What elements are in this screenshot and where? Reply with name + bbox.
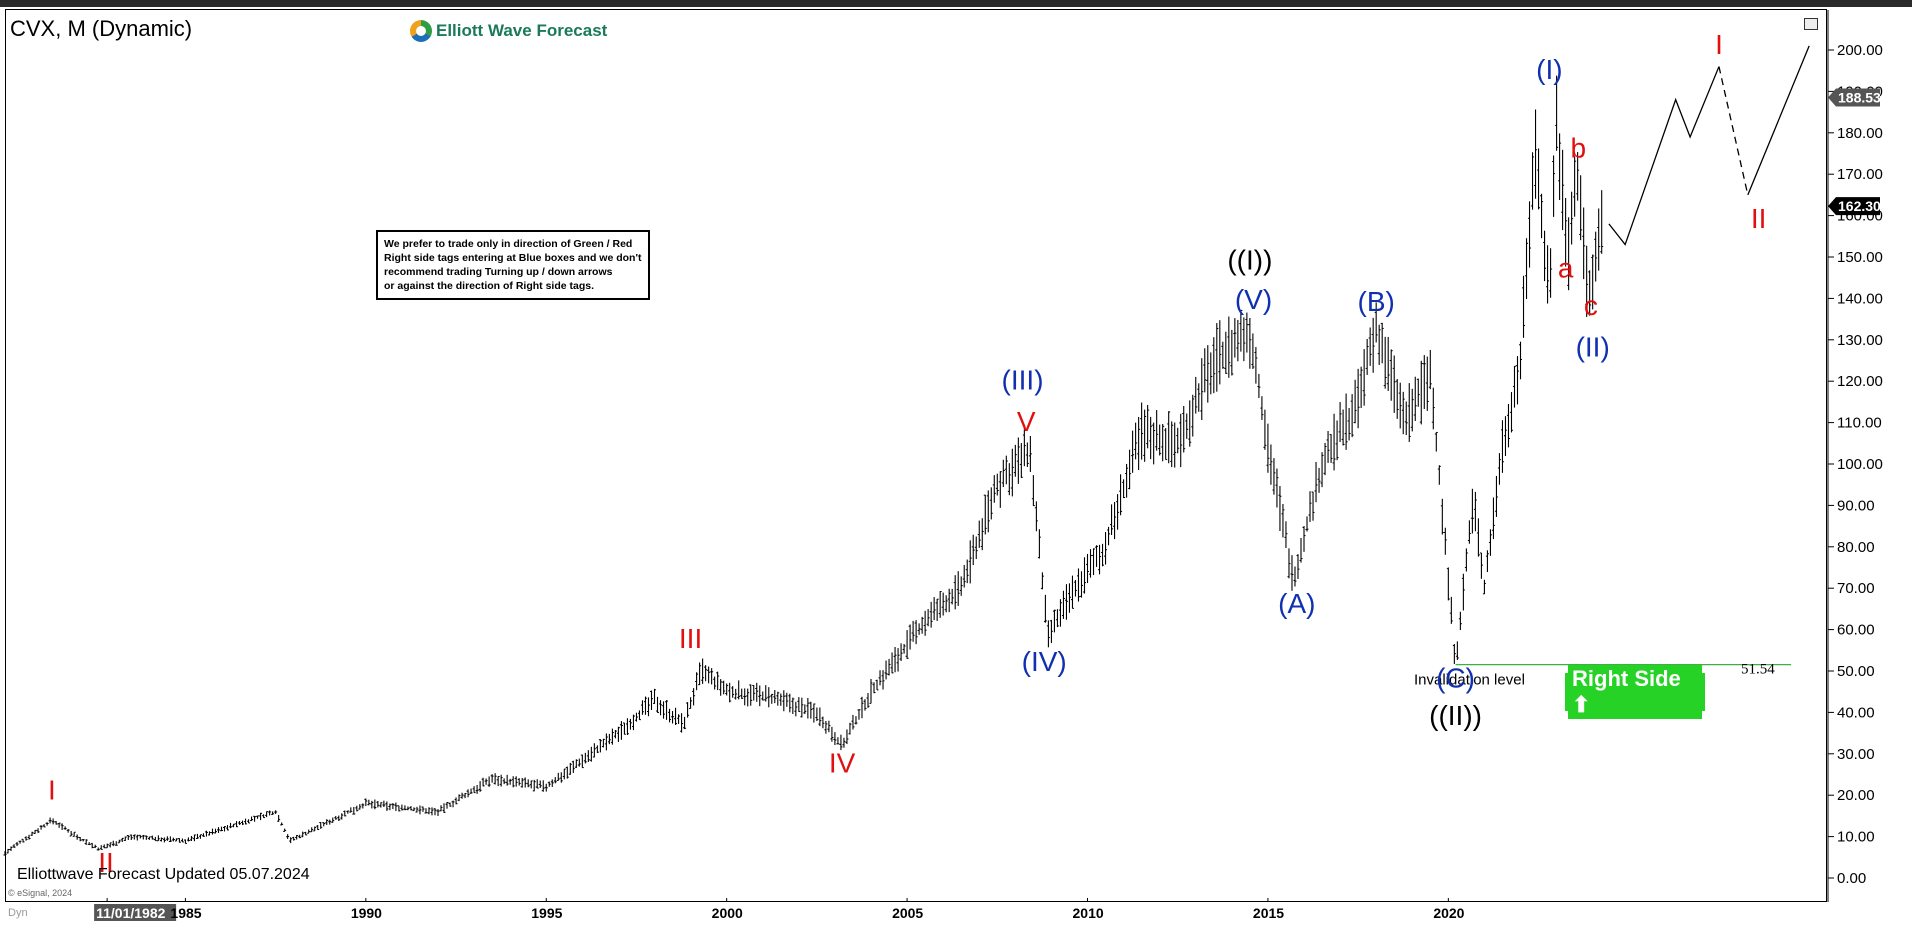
price-tag-label: 188.53 [1838,89,1881,105]
y-tick-label: 120.00 [1837,373,1883,390]
y-tick-label: 100.00 [1837,456,1883,473]
top-bar [0,0,1912,7]
wave-label: I [1715,29,1723,60]
notice-line: We prefer to trade only in direction of … [384,238,633,250]
symbol-title: CVX, M (Dynamic) [10,16,193,41]
y-tick-label: 140.00 [1837,290,1883,307]
notice-line: recommend trading Turning up / down arro… [384,266,613,278]
y-tick-label: 80.00 [1837,539,1875,556]
y-tick-label: 40.00 [1837,704,1875,721]
y-tick-label: 30.00 [1837,746,1875,763]
price-tag [1828,88,1880,107]
x-tick-label: 2000 [712,905,743,921]
x-tick-label: 1985 [170,905,201,921]
chart-frame [5,9,1827,902]
right-side-label: Right Side ⬆ [1568,665,1702,719]
projection-line [1608,66,1720,246]
wave-label: (V) [1235,284,1272,315]
wave-label: (I) [1536,54,1562,85]
wave-label: II [98,847,114,878]
x-tick-label: 1990 [351,905,382,921]
notice-line: or against the direction of Right side t… [384,280,595,292]
wave-label: a [1558,253,1574,284]
y-tick-label: 0.00 [1837,870,1866,887]
y-tick-label: 150.00 [1837,249,1883,266]
wave-label: (B) [1358,286,1395,317]
wave-label: II [1751,203,1767,234]
logo-text: Elliott Wave Forecast [436,21,608,40]
y-tick-label: 60.00 [1837,622,1875,639]
x-tick-label: 2005 [892,905,923,921]
wave-label: I [48,774,56,805]
update-note: Elliottwave Forecast Updated 05.07.2024 [17,866,310,883]
y-tick-label: 20.00 [1837,787,1875,804]
wave-label: c [1584,290,1598,321]
x-tick-label: 2015 [1253,905,1284,921]
y-tick-label: 200.00 [1837,42,1883,59]
x-tick-highlight [94,904,177,921]
y-tick-label: 90.00 [1837,497,1875,514]
wave-label: IV [829,747,856,778]
copyright-note: © eSignal, 2024 [8,888,73,898]
brand-logo: Elliott Wave Forecast [410,20,607,42]
projection-line [1718,66,1749,196]
x-tick-label: 2010 [1073,905,1104,921]
trading-notice-box: We prefer to trade only in direction of … [376,230,650,300]
wave-label: V [1017,406,1036,437]
y-tick-label: 130.00 [1837,332,1883,349]
wave-label: (II) [1576,331,1610,362]
wave-label: III [679,623,702,654]
projection-line [1747,45,1810,196]
wave-label: (IV) [1022,646,1067,677]
x-tick-label: 11/01/1982 [96,905,166,921]
price-tag-label: 162.30 [1838,198,1881,214]
notice-line: Right side tags entering at Blue boxes a… [384,252,642,264]
wave-label: b [1570,133,1586,164]
wave-label: (A) [1278,588,1315,619]
invalidation-value: 51.54 [1741,662,1775,678]
x-tick-label: 1995 [531,905,562,921]
wave-label: ((I)) [1227,244,1272,275]
right-side-tag: Right Side ⬆ [1565,665,1705,719]
window-restore-icon[interactable] [1804,18,1818,30]
invalidation-label: Invalidation level [1414,672,1525,689]
y-tick-label: 180.00 [1837,125,1883,142]
price-tag [1828,197,1880,216]
y-tick-label: 10.00 [1837,829,1875,846]
y-tick-label: 170.00 [1837,166,1883,183]
x-tick-label: 2020 [1433,905,1464,921]
wave-label: (III) [1002,364,1044,395]
dyn-label: Dyn [8,907,28,919]
y-tick-label: 50.00 [1837,663,1875,680]
y-tick-label: 110.00 [1837,415,1882,432]
y-tick-label: 70.00 [1837,580,1875,597]
logo-icon [410,20,432,42]
wave-label: (C) [1436,663,1475,694]
wave-label: ((II)) [1429,700,1482,731]
